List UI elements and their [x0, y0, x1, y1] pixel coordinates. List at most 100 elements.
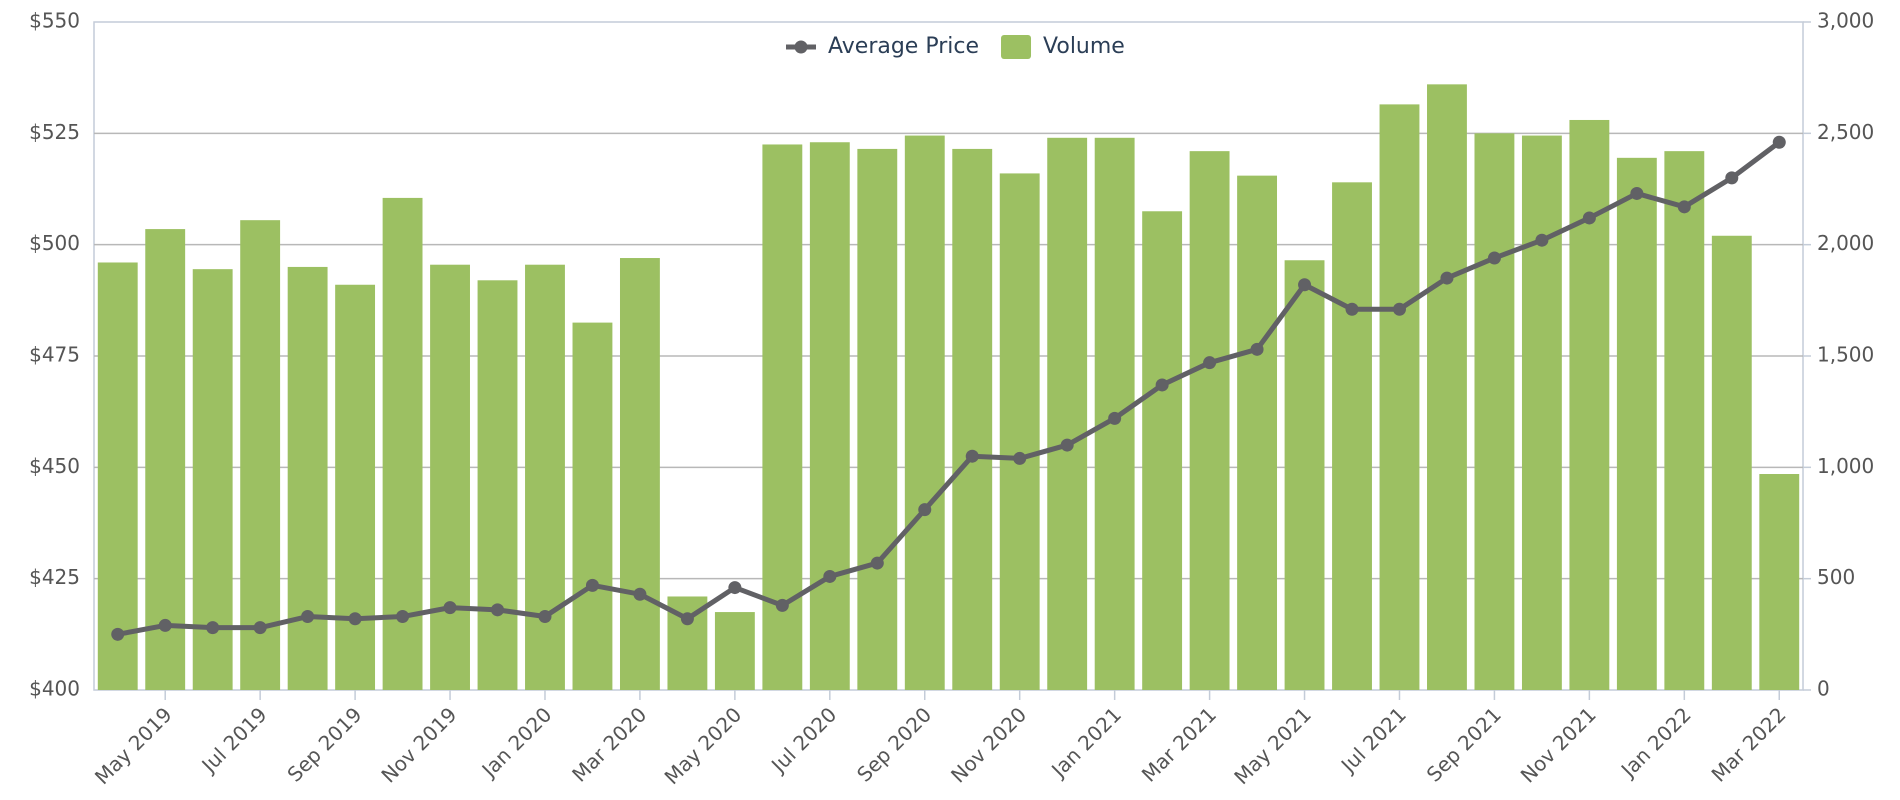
price-point [1108, 411, 1122, 425]
price-point [633, 587, 647, 601]
price-point [585, 578, 599, 592]
bar [1711, 235, 1752, 690]
y-tick-label: $450 [29, 454, 80, 478]
y2-tick-label: 2,500 [1817, 120, 1874, 144]
price-point [1203, 356, 1217, 370]
price-point [538, 610, 552, 624]
x-tick-label: May 2019 [90, 702, 177, 789]
x-tick-label: Jan 2020 [476, 702, 557, 783]
price-point [1013, 451, 1027, 465]
price-point [918, 503, 932, 517]
y-tick-label: $425 [29, 565, 80, 589]
price-point [158, 618, 172, 632]
y-tick-label: $500 [29, 231, 80, 255]
bar [1047, 137, 1088, 690]
bar [430, 264, 470, 690]
price-point [870, 556, 884, 570]
bar [97, 262, 138, 690]
price-point [348, 612, 362, 626]
x-tick-label: Sep 2020 [852, 702, 936, 786]
bar [572, 322, 613, 690]
bar [145, 229, 186, 690]
grid [94, 132, 1803, 580]
bar [1569, 119, 1610, 691]
price-point [1155, 378, 1169, 392]
x-tick-label: Nov 2019 [376, 702, 461, 787]
x-tick-label: Jul 2021 [1335, 702, 1411, 778]
price-point [1582, 211, 1596, 225]
price-point [1345, 302, 1359, 316]
bar [477, 280, 518, 690]
x-tick-label: Sep 2019 [282, 702, 366, 786]
bar [619, 258, 660, 690]
x-tick-label: May 2021 [1229, 702, 1316, 789]
price-point [1725, 171, 1739, 185]
legend-label: Average Price [828, 34, 979, 59]
y2-tick-label: 1,000 [1817, 454, 1874, 478]
x-tick-label: Mar 2021 [1137, 702, 1221, 786]
x-tick-label: Jan 2022 [1615, 702, 1696, 783]
price-point [680, 612, 694, 626]
price-point [1772, 135, 1786, 149]
x-tick-label: May 2020 [660, 702, 747, 789]
bar [714, 612, 755, 690]
y2-tick-label: 1,500 [1817, 343, 1874, 367]
x-tick-label: Sep 2021 [1422, 702, 1506, 786]
price-point [491, 603, 505, 617]
bar [525, 264, 565, 690]
price-point [1677, 200, 1691, 214]
price-point [1487, 251, 1501, 265]
price-point [206, 621, 220, 635]
legend-swatch [1001, 35, 1032, 59]
x-tick-label: Nov 2020 [946, 702, 1031, 787]
bar [1427, 84, 1467, 690]
price-point [1298, 278, 1312, 292]
price-point [965, 449, 979, 463]
price-point [775, 598, 789, 612]
bar [192, 269, 233, 690]
bar [1237, 175, 1278, 690]
bar [287, 266, 328, 690]
y2-tick-label: 0 [1817, 677, 1830, 701]
bar [382, 197, 423, 690]
x-tick-label: Mar 2022 [1707, 702, 1791, 786]
price-point [443, 601, 457, 615]
y-tick-label: $400 [29, 677, 80, 701]
price-point [1440, 271, 1454, 285]
bar [952, 148, 993, 691]
price-point [111, 627, 125, 641]
x-tick-label: Mar 2020 [567, 702, 651, 786]
bar [1142, 211, 1183, 690]
legend-label: Volume [1043, 34, 1125, 59]
y-tick-label: $475 [29, 343, 80, 367]
y2-tick-label: 2,000 [1817, 231, 1874, 255]
bar [1616, 157, 1657, 690]
price-point [396, 610, 410, 624]
x-tick-label: Jul 2019 [196, 702, 272, 778]
price-point [1535, 233, 1549, 247]
price-point [823, 569, 837, 583]
y-tick-label: $525 [29, 120, 80, 144]
y2-tick-label: 500 [1817, 565, 1855, 589]
bar [1379, 104, 1420, 691]
bar [1284, 260, 1325, 690]
x-tick-label: Jul 2020 [765, 702, 841, 778]
price-point [1392, 302, 1406, 316]
x-tick-label: Nov 2021 [1516, 702, 1601, 787]
bar [1664, 151, 1705, 690]
bar [240, 220, 281, 690]
bar [1759, 474, 1800, 690]
bar [1474, 133, 1515, 691]
price-point [301, 610, 315, 624]
bar [809, 142, 850, 691]
bar [1521, 135, 1562, 690]
y2-tick-label: 3,000 [1817, 9, 1874, 33]
price-point [1250, 342, 1264, 356]
legend-marker [794, 40, 808, 54]
price-point [728, 581, 742, 595]
price-point [253, 621, 267, 635]
bar [1332, 182, 1372, 690]
price-point [1060, 438, 1074, 452]
bar [1189, 151, 1230, 690]
